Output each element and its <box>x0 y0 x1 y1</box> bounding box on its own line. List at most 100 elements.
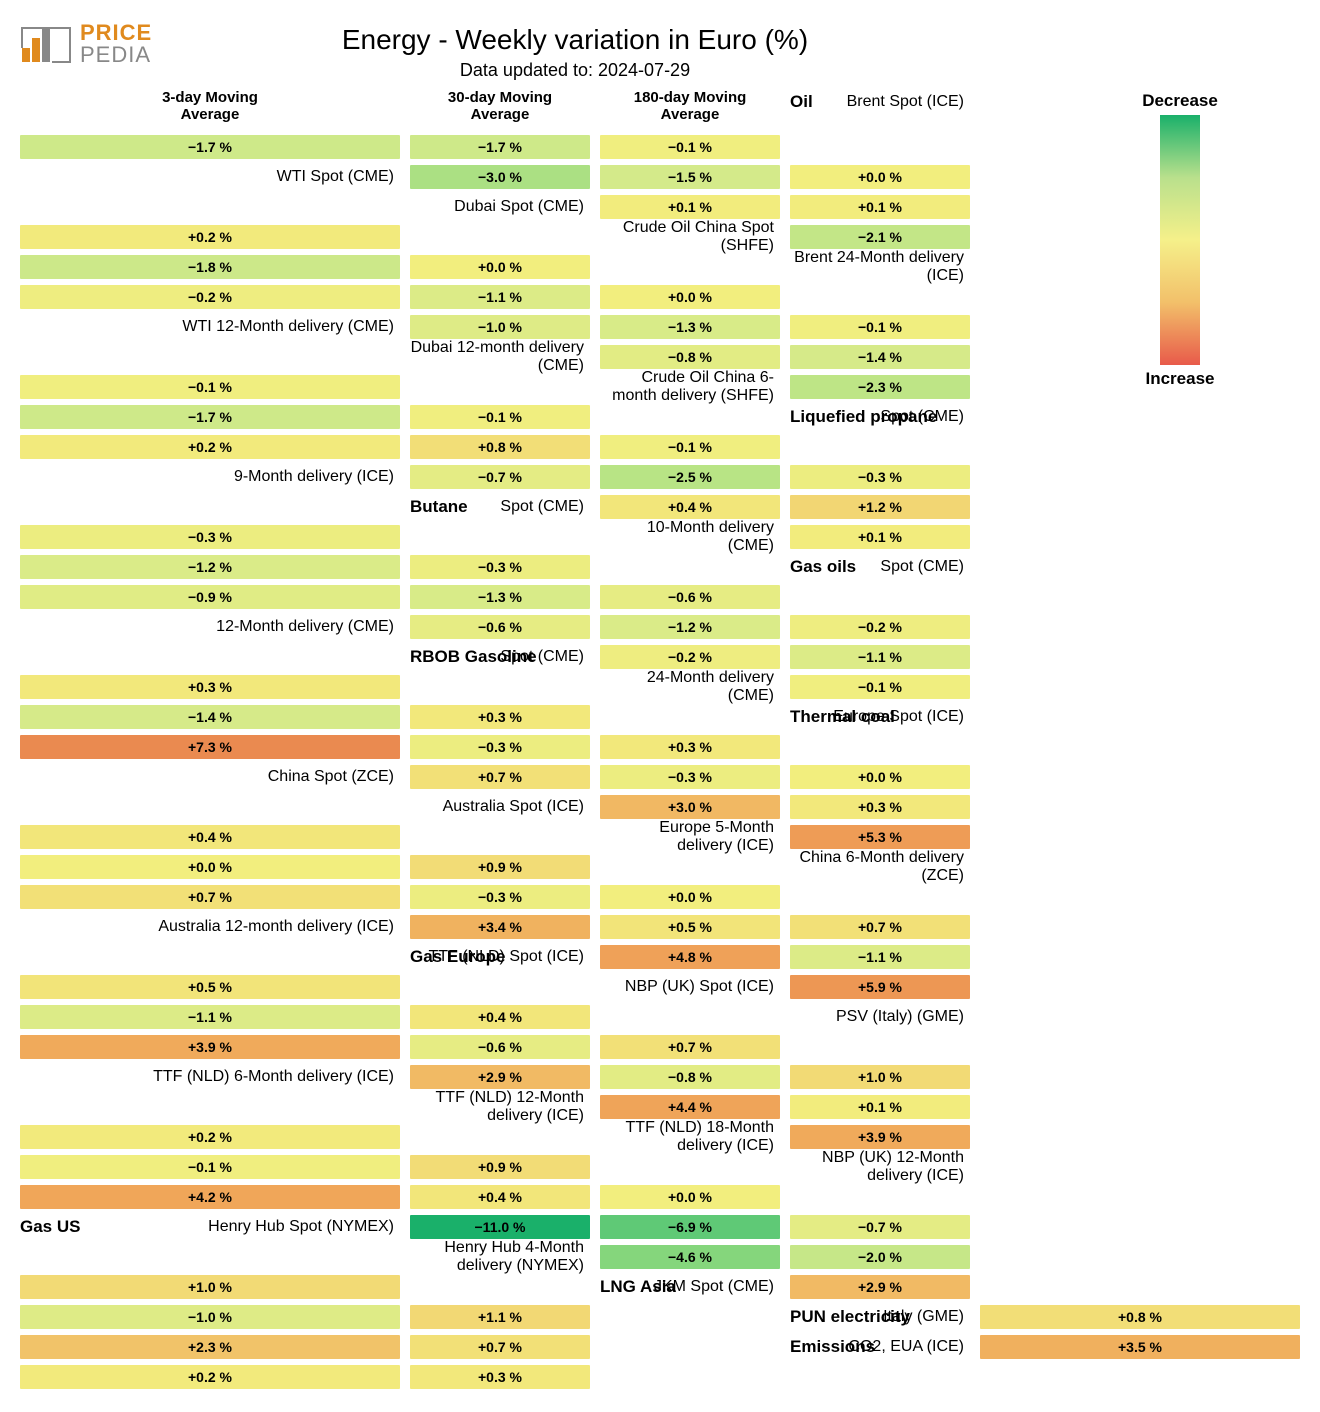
instrument-label: 12-Month delivery (CME) <box>216 618 394 636</box>
value-cell: −1.3 % <box>600 315 780 339</box>
value-cell: +0.7 % <box>790 915 970 939</box>
color-legend: Decrease Increase <box>980 87 1300 393</box>
row-label: 12-Month delivery (CME) <box>20 612 400 642</box>
value-cell: +0.7 % <box>410 1335 590 1359</box>
value-cell: −1.2 % <box>20 555 400 579</box>
row-label: Australia 12-month delivery (ICE) <box>20 912 400 942</box>
instrument-label: TTF (NLD) 18-Month delivery (ICE) <box>600 1119 774 1155</box>
row-label: WTI 12-Month delivery (CME) <box>20 312 400 342</box>
value-cell: +2.3 % <box>20 1335 400 1359</box>
value-cell: −0.1 % <box>600 435 780 459</box>
value-cell: +0.7 % <box>410 765 590 789</box>
row-label: Thermal coalEurope Spot (ICE) <box>790 702 970 732</box>
instrument-label: 10-Month delivery (CME) <box>600 519 774 555</box>
section-label: Emissions <box>790 1337 875 1357</box>
value-cell: −1.4 % <box>790 345 970 369</box>
instrument-label: Brent 24-Month delivery (ICE) <box>790 249 964 285</box>
value-cell: −0.2 % <box>790 615 970 639</box>
value-cell: −11.0 % <box>410 1215 590 1239</box>
section-label: Thermal coal <box>790 707 895 727</box>
value-cell: −0.7 % <box>410 465 590 489</box>
value-cell: +4.2 % <box>20 1185 400 1209</box>
value-cell: −0.1 % <box>790 315 970 339</box>
value-cell: −1.2 % <box>600 615 780 639</box>
column-header-180day: 180-day MovingAverage <box>600 87 780 132</box>
value-cell: +0.2 % <box>20 435 400 459</box>
value-cell: +2.9 % <box>790 1275 970 1299</box>
value-cell: −2.0 % <box>790 1245 970 1269</box>
section-label: Butane <box>410 497 468 517</box>
row-label: 10-Month delivery (CME) <box>600 522 780 552</box>
row-label: PUN electricityItaly (GME) <box>790 1302 970 1332</box>
value-cell: +0.3 % <box>20 675 400 699</box>
value-cell: +0.3 % <box>600 735 780 759</box>
value-cell: +5.3 % <box>790 825 970 849</box>
row-label: China 6-Month delivery (ZCE) <box>790 852 970 882</box>
instrument-label: Henry Hub 4-Month delivery (NYMEX) <box>410 1239 584 1275</box>
row-label: TTF (NLD) 6-Month delivery (ICE) <box>20 1062 400 1092</box>
value-cell: +0.8 % <box>980 1305 1300 1329</box>
section-label: Liquefied propane <box>790 407 937 427</box>
row-label: TTF (NLD) 12-Month delivery (ICE) <box>410 1092 590 1122</box>
header: PRICE PEDIA Energy - Weekly variation in… <box>20 20 970 81</box>
row-label: OilBrent Spot (ICE) <box>790 87 970 117</box>
value-cell: +0.0 % <box>600 285 780 309</box>
instrument-label: China Spot (ZCE) <box>268 768 394 786</box>
value-cell: +0.7 % <box>600 1035 780 1059</box>
value-cell: −0.3 % <box>410 555 590 579</box>
value-cell: −1.1 % <box>20 1005 400 1029</box>
row-label: Henry Hub 4-Month delivery (NYMEX) <box>410 1242 590 1272</box>
value-cell: −4.6 % <box>600 1245 780 1269</box>
value-cell: +0.2 % <box>20 225 400 249</box>
instrument-label: Dubai 12-month delivery (CME) <box>410 339 584 375</box>
value-cell: +3.9 % <box>20 1035 400 1059</box>
value-cell: +0.3 % <box>410 705 590 729</box>
value-cell: −0.3 % <box>20 525 400 549</box>
value-cell: +0.1 % <box>790 1095 970 1119</box>
value-cell: +0.5 % <box>20 975 400 999</box>
row-label: Europe 5-Month delivery (ICE) <box>600 822 780 852</box>
value-cell: −0.1 % <box>790 675 970 699</box>
instrument-label: Spot (CME) <box>500 498 584 516</box>
value-cell: +7.3 % <box>20 735 400 759</box>
value-cell: −0.1 % <box>20 375 400 399</box>
section-label: Gas US <box>20 1217 80 1237</box>
value-cell: −0.1 % <box>20 1155 400 1179</box>
instrument-label: Crude Oil China Spot (SHFE) <box>600 219 774 255</box>
instrument-label: WTI Spot (CME) <box>277 168 394 186</box>
value-cell: +0.3 % <box>790 795 970 819</box>
row-label: 24-Month delivery (CME) <box>600 672 780 702</box>
value-cell: +0.7 % <box>20 885 400 909</box>
value-cell: +5.9 % <box>790 975 970 999</box>
instrument-label: TTF (NLD) 6-Month delivery (ICE) <box>153 1068 394 1086</box>
value-cell: +1.2 % <box>790 495 970 519</box>
value-cell: −0.3 % <box>410 735 590 759</box>
value-cell: −1.5 % <box>600 165 780 189</box>
value-cell: +0.4 % <box>410 1005 590 1029</box>
value-cell: +0.0 % <box>410 255 590 279</box>
value-cell: +0.2 % <box>20 1125 400 1149</box>
value-cell: −1.1 % <box>790 645 970 669</box>
value-cell: +0.0 % <box>600 885 780 909</box>
value-cell: −0.8 % <box>600 345 780 369</box>
value-cell: +3.0 % <box>600 795 780 819</box>
value-cell: +0.4 % <box>410 1185 590 1209</box>
value-cell: +0.1 % <box>600 195 780 219</box>
column-header-30day: 30-day MovingAverage <box>410 87 590 132</box>
value-cell: +3.9 % <box>790 1125 970 1149</box>
row-label: RBOB GasolineSpot (CME) <box>410 642 590 672</box>
value-cell: −0.1 % <box>410 405 590 429</box>
instrument-label: TTF (NLD) 12-Month delivery (ICE) <box>410 1089 584 1125</box>
row-label: WTI Spot (CME) <box>20 162 400 192</box>
value-cell: +0.0 % <box>600 1185 780 1209</box>
instrument-label: Spot (CME) <box>880 558 964 576</box>
row-label: Australia Spot (ICE) <box>410 792 590 822</box>
value-cell: +0.9 % <box>410 855 590 879</box>
value-cell: +0.2 % <box>20 1365 400 1389</box>
row-label: Gas oils Spot (CME) <box>790 552 970 582</box>
logo-brand-2: PEDIA <box>80 44 152 66</box>
value-cell: −0.3 % <box>600 765 780 789</box>
row-label: Dubai Spot (CME) <box>410 192 590 222</box>
section-label: Gas oils <box>790 557 856 577</box>
value-cell: +0.1 % <box>790 525 970 549</box>
